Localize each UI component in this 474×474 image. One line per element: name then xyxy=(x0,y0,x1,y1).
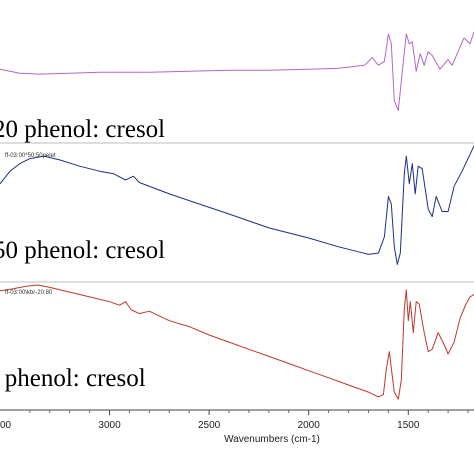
spectrum-file-label: ff-03:00*50:50pelet xyxy=(5,153,56,159)
spectrum-line xyxy=(0,284,474,400)
spectra-panels: :20 phenol: cresol ff-03:00*50:50pelet :50… xyxy=(0,31,474,400)
x-tick-label: 1500 xyxy=(397,420,420,431)
spectrum-file-label: ff-03:00\kbr-20:80 xyxy=(5,290,53,296)
x-tick-label: 2000 xyxy=(298,420,321,431)
sample-label: :20 phenol: cresol xyxy=(0,116,165,143)
spectrum-panel: ff-03:00*50:50pelet :50 phenol: cresol xyxy=(0,142,474,265)
x-tick-label: 3000 xyxy=(98,420,121,431)
x-axis-title: Wavenumbers (cm-1) xyxy=(224,434,320,445)
x-tick-label: 2500 xyxy=(198,420,221,431)
x-tick-label-edge: 00 xyxy=(0,420,12,431)
spectrum-panel: :20 phenol: cresol xyxy=(0,31,474,143)
x-axis-ticks: 3000 2500 2000 1500 00 xyxy=(0,410,469,431)
sample-label: :50 phenol: cresol xyxy=(0,237,165,264)
x-axis: 3000 2500 2000 1500 00 Wavenumbers (cm-1) xyxy=(0,409,474,445)
spectrum-line xyxy=(0,145,474,265)
spectrum-panel: ff-03:00\kbr-20:80 0 phenol: cresol xyxy=(0,281,474,400)
sample-label: 0 phenol: cresol xyxy=(0,365,146,392)
spectrum-line xyxy=(0,31,474,111)
